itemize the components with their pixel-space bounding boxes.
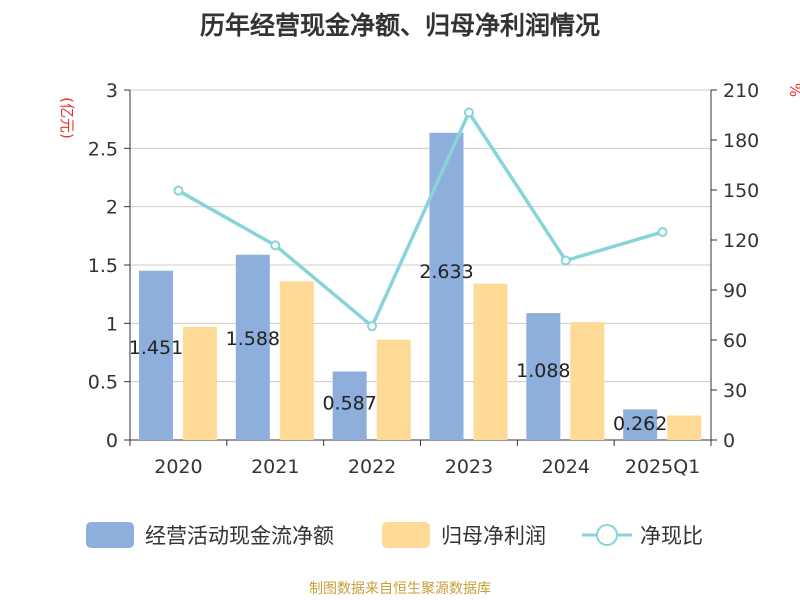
x-tick-label: 2025Q1: [625, 456, 700, 478]
x-tick-label: 2024: [542, 456, 590, 478]
right-axis-unit: %: [786, 83, 800, 97]
right-tick-label: 150: [723, 180, 759, 202]
data-label-cash-flow: 2.633: [419, 261, 473, 283]
bar-net-profit: [473, 283, 508, 440]
right-tick-label: 120: [723, 230, 759, 252]
bar-cash-flow: [332, 371, 367, 440]
right-tick-label: 180: [723, 130, 759, 152]
x-tick-label: 2023: [445, 456, 493, 478]
data-label-cash-flow: 0.262: [613, 413, 667, 435]
bar-net-profit: [183, 326, 217, 440]
data-label-cash-flow: 1.451: [129, 337, 183, 359]
bar-cash-flow: [429, 132, 464, 441]
right-tick-label: 0: [723, 430, 735, 452]
footer-source: 制图数据来自恒生聚源数据库: [309, 581, 491, 597]
legend-label-cash-flow: 经营活动现金流净额: [145, 524, 334, 548]
left-tick-label: 1.5: [88, 255, 118, 277]
left-tick-label: 1: [106, 313, 118, 335]
legend-label-cash-ratio: 净现比: [640, 524, 703, 548]
x-tick-label: 2022: [348, 456, 396, 478]
data-label-cash-flow: 1.588: [226, 328, 280, 350]
x-tick-label: 2020: [154, 456, 202, 478]
bar-net-profit: [376, 339, 411, 440]
legend-swatch-cash-ratio-marker: [596, 524, 618, 546]
point-cash-ratio: [367, 321, 378, 332]
point-cash-ratio: [463, 107, 474, 118]
left-tick-label: 3: [106, 80, 118, 102]
bar-cash-flow: [623, 409, 658, 440]
line-cash-ratio: [177, 108, 664, 329]
right-tick-label: 90: [723, 280, 747, 302]
right-tick-label: 210: [723, 80, 759, 102]
bar-net-profit: [279, 281, 314, 440]
point-cash-ratio: [270, 240, 281, 251]
data-label-cash-flow: 0.587: [322, 392, 376, 414]
bar-cash-flow: [235, 254, 270, 440]
point-cash-ratio: [173, 185, 184, 196]
point-cash-ratio: [657, 227, 668, 237]
left-tick-label: 2.5: [88, 138, 118, 160]
right-tick-label: 30: [723, 380, 747, 402]
point-cash-ratio: [560, 255, 571, 266]
x-tick-label: 2021: [251, 456, 299, 478]
bar-cash-flow: [139, 270, 173, 440]
legend-swatch-net-profit: [382, 522, 430, 548]
chart-title: 历年经营现金净额、归母净利润情况: [199, 11, 600, 40]
bar-cash-flow: [526, 313, 561, 440]
right-tick-label: 60: [723, 330, 747, 352]
legend-swatch-cash-flow: [86, 522, 134, 548]
legend-label-net-profit: 归母净利润: [441, 524, 546, 548]
bar-net-profit: [667, 415, 702, 440]
left-tick-label: 0: [106, 430, 118, 452]
bar-net-profit: [570, 322, 605, 440]
left-tick-label: 0.5: [88, 372, 118, 394]
left-axis-unit: (亿元): [58, 97, 76, 139]
data-label-cash-flow: 1.088: [516, 360, 570, 382]
left-tick-label: 2: [106, 197, 118, 219]
